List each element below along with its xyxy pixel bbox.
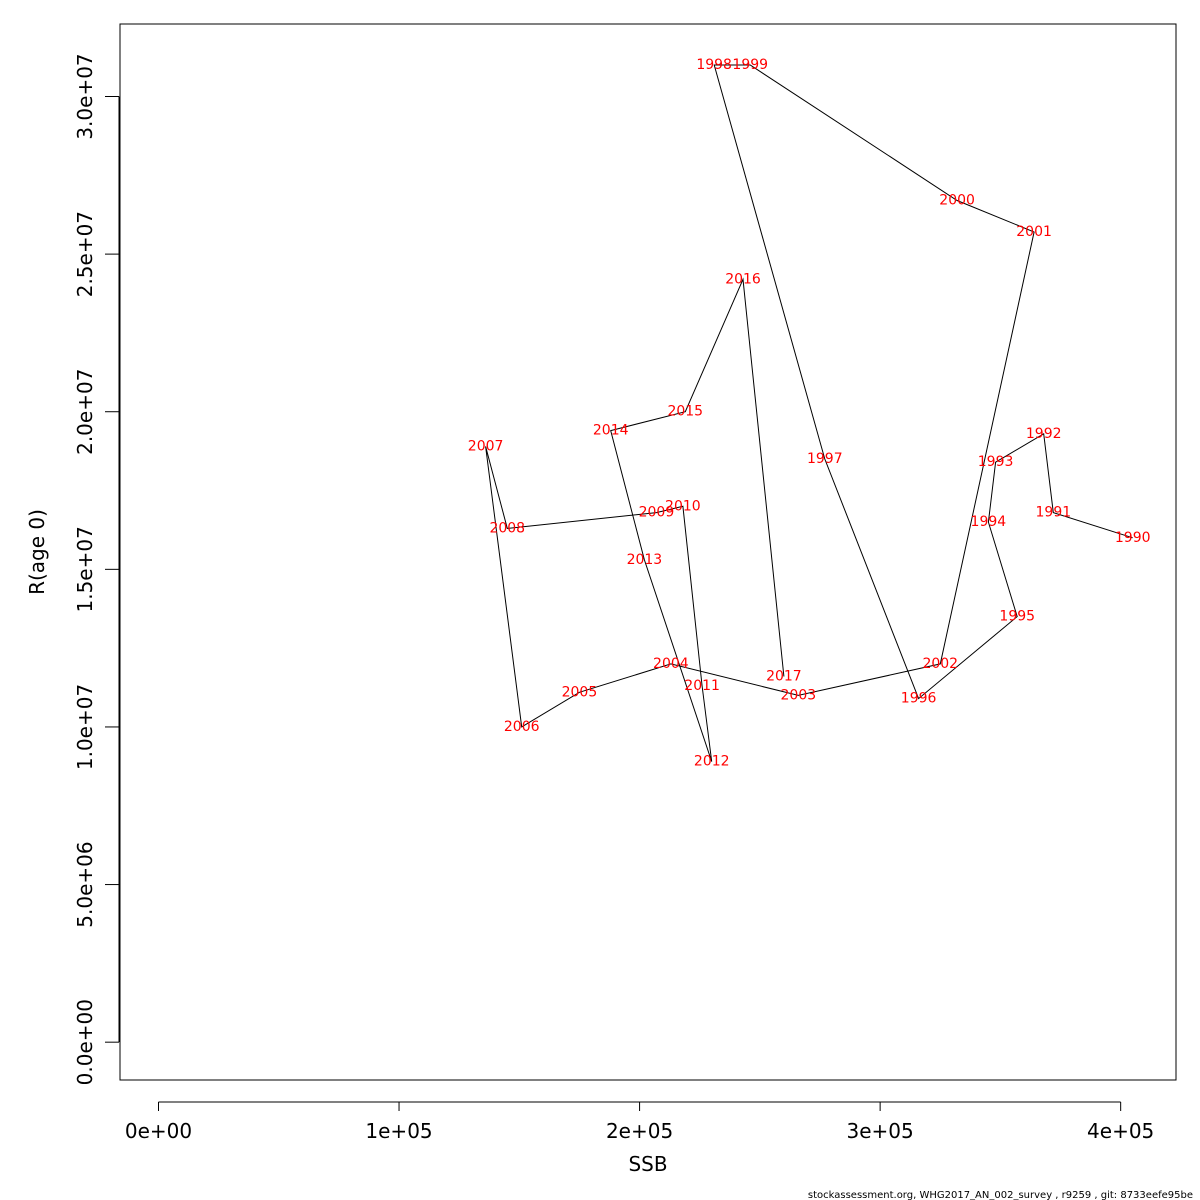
- y-axis-title: R(age 0): [25, 509, 49, 595]
- year-label-1992: 1992: [1026, 426, 1062, 442]
- y-tick-label: 3.0e+07: [73, 53, 97, 139]
- year-label-2003: 2003: [781, 687, 817, 703]
- year-label-2008: 2008: [489, 520, 525, 536]
- x-tick-label: 4e+05: [1087, 1119, 1154, 1143]
- sr-trajectory: [485, 64, 1133, 762]
- y-tick-label: 2.0e+07: [73, 369, 97, 455]
- y-tick-label: 1.5e+07: [73, 526, 97, 612]
- x-tick-label: 3e+05: [847, 1119, 914, 1143]
- year-label-1997: 1997: [807, 451, 843, 467]
- year-label-1993: 1993: [978, 454, 1014, 470]
- footer-text: stockassessment.org, WHG2017_AN_002_surv…: [808, 1190, 1193, 1200]
- plot-frame: [119, 23, 1177, 1081]
- year-label-2005: 2005: [562, 684, 598, 700]
- x-axis: 0e+00 1e+05 2e+05 3e+05 4e+05: [125, 1101, 1154, 1143]
- year-label-2007: 2007: [468, 438, 504, 454]
- year-label-1996: 1996: [901, 691, 937, 707]
- x-tick-label: 2e+05: [606, 1119, 673, 1143]
- year-label-1998: 1998: [696, 57, 732, 73]
- y-tick-label: 2.5e+07: [73, 211, 97, 297]
- y-tick-label: 1.0e+07: [73, 684, 97, 770]
- year-label-2017: 2017: [766, 669, 802, 685]
- year-label-2012: 2012: [694, 754, 730, 770]
- year-label-2015: 2015: [667, 404, 703, 420]
- year-label-2010: 2010: [665, 498, 701, 514]
- year-label-2001: 2001: [1016, 224, 1052, 240]
- y-axis: 0.0e+00 5.0e+06 1.0e+07 1.5e+07 2.0e+07 2.5e+…: [73, 53, 120, 1085]
- year-labels: 1990 1991 1992 1993 1994 1995 1996 1997 1998 1999…: [468, 57, 1151, 770]
- year-label-1991: 1991: [1036, 505, 1072, 521]
- year-label-2006: 2006: [504, 719, 540, 735]
- x-tick-label: 0e+00: [125, 1119, 192, 1143]
- year-label-1995: 1995: [999, 609, 1035, 625]
- x-axis-title: SSB: [628, 1152, 667, 1176]
- year-label-2016: 2016: [725, 271, 761, 287]
- y-tick-label: 0.0e+00: [73, 999, 97, 1085]
- year-label-1994: 1994: [971, 514, 1007, 530]
- year-label-2004: 2004: [653, 656, 689, 672]
- year-label-2000: 2000: [939, 193, 975, 209]
- x-tick-label: 1e+05: [365, 1119, 432, 1143]
- year-label-1999: 1999: [732, 57, 768, 73]
- year-label-2009: 2009: [639, 505, 675, 521]
- year-label-1990: 1990: [1115, 530, 1151, 546]
- year-label-2011: 2011: [684, 678, 720, 694]
- year-label-2013: 2013: [627, 552, 663, 568]
- year-label-2002: 2002: [922, 656, 958, 672]
- y-tick-label: 5.0e+06: [73, 841, 97, 927]
- sr-trajectory-line: [485, 64, 1133, 762]
- year-label-2014: 2014: [593, 423, 629, 439]
